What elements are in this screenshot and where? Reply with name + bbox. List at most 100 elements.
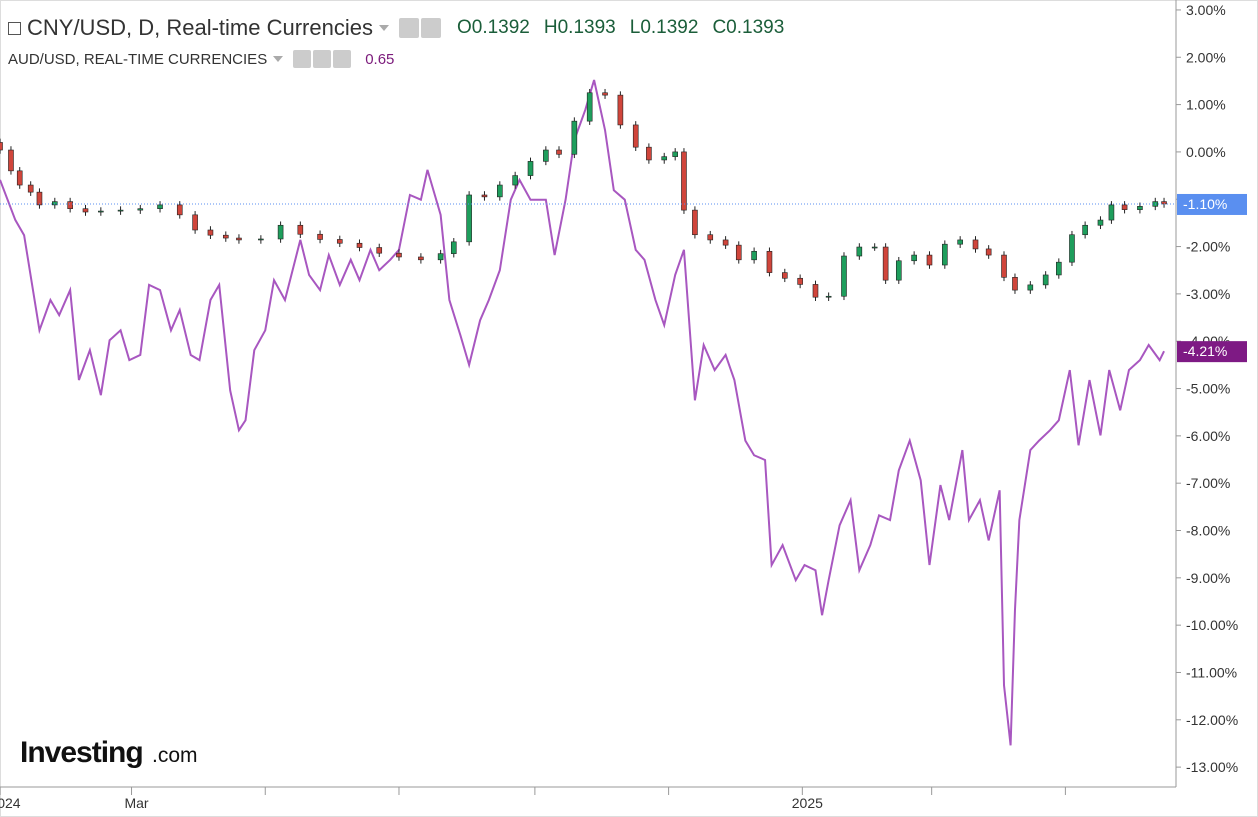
candle-body — [8, 149, 14, 172]
x-tick-label: Mar — [124, 795, 148, 811]
y-tick-label: 0.00% — [1186, 144, 1226, 160]
y-tick-label: -6.00% — [1186, 428, 1230, 444]
candle-body — [497, 184, 503, 198]
candle-body — [98, 210, 104, 213]
candle-body — [1108, 204, 1115, 221]
y-tick-label: -11.00% — [1186, 664, 1237, 680]
candle-body — [586, 92, 593, 122]
ohlc-letter: C — [712, 17, 727, 38]
candle-body — [207, 229, 214, 236]
candle-body — [418, 256, 424, 261]
visibility-icon[interactable] — [398, 18, 419, 38]
candle-body — [543, 149, 549, 162]
candle-body — [1097, 219, 1104, 226]
candle-body — [856, 246, 863, 257]
ohlc-value: 0.1393 — [726, 17, 785, 38]
candle-body — [481, 194, 488, 198]
ohlc-item: O0.1392 — [457, 17, 530, 39]
x-tick-label: 2024 — [0, 795, 21, 811]
candle-body — [1121, 204, 1128, 210]
candle-body — [882, 246, 889, 281]
last-price-label: -4.21% — [1183, 343, 1227, 359]
ohlc-letter: H — [543, 17, 558, 38]
candle-body — [258, 238, 264, 241]
candle-body — [556, 149, 562, 155]
candle-body — [632, 124, 639, 148]
candle-body — [0, 142, 3, 151]
watermark-suffix: .com — [152, 744, 198, 767]
settings-icon[interactable] — [420, 18, 441, 38]
candle-body — [926, 254, 933, 266]
candle-body — [437, 253, 444, 261]
candle-body — [751, 250, 757, 261]
candle-body — [1042, 274, 1049, 286]
series-name: AUD/USD, REAL-TIME CURRENCIES — [8, 50, 268, 68]
candle-body — [1082, 224, 1088, 236]
ohlc-item: H0.1393 — [544, 17, 616, 39]
dropdown[interactable] — [378, 25, 389, 31]
candle-body — [396, 252, 402, 258]
candle-body — [527, 161, 534, 176]
candle-body — [957, 239, 963, 245]
candle-body — [117, 209, 124, 212]
candle-body — [942, 243, 948, 266]
candle-body — [157, 204, 163, 209]
y-tick-label: 3.00% — [1186, 2, 1226, 18]
y-tick-label: -5.00% — [1186, 381, 1230, 397]
candle-body — [895, 260, 902, 281]
collapse-icon[interactable] — [8, 21, 21, 35]
candle-body — [972, 239, 979, 250]
dropdown[interactable] — [273, 56, 284, 62]
y-tick-label: -3.00% — [1186, 286, 1230, 302]
candle-body — [176, 204, 183, 216]
x-tick-label: 2025 — [792, 795, 823, 811]
settings-icon[interactable] — [313, 50, 332, 68]
ohlc-value: 0.1392 — [471, 17, 530, 38]
candle-body — [297, 224, 304, 235]
ohlc-letter: O — [456, 17, 472, 38]
series-price: 0.65 — [365, 50, 395, 68]
candle-body — [1012, 277, 1018, 291]
candle-body — [797, 277, 803, 285]
candle-body — [16, 170, 23, 186]
candle-body — [692, 209, 698, 236]
ohlc-item: C0.1393 — [712, 17, 784, 39]
plot-area — [0, 79, 1175, 746]
ohlc-value: 0.1392 — [640, 17, 699, 38]
candle-body — [661, 156, 668, 161]
compare-legend: AUD/USD, REAL-TIME CURRENCIES 0.65 — [8, 50, 394, 68]
candle-body — [27, 184, 34, 193]
candle-body — [672, 151, 678, 157]
y-tick-label: 2.00% — [1186, 49, 1226, 65]
main-legend: CNY/USD, D, Real-time Currencies O0.1392… — [8, 15, 784, 41]
ohlc-letter: L — [629, 17, 641, 38]
candle-body — [36, 191, 43, 206]
candle-body — [681, 151, 687, 211]
candle-body — [336, 239, 343, 244]
candle-body — [376, 247, 383, 254]
candle-body — [52, 201, 58, 206]
candle-body — [781, 272, 788, 279]
y-tick-label: 1.00% — [1186, 97, 1226, 113]
candle-body — [1137, 206, 1143, 210]
candle-body — [277, 224, 284, 240]
y-tick-label: -2.00% — [1186, 239, 1230, 255]
candle-body — [512, 175, 518, 186]
last-price-box — [1177, 193, 1247, 215]
candle-body — [841, 255, 847, 297]
remove-icon[interactable] — [333, 50, 352, 68]
candle-body — [222, 234, 229, 239]
candle-body — [707, 234, 714, 241]
series-name: CNY/USD, D, Real-time Currencies — [27, 15, 373, 40]
candle-body — [825, 295, 832, 298]
candle-body — [602, 92, 608, 96]
visibility-icon[interactable] — [293, 50, 312, 68]
candle-body — [192, 214, 198, 231]
candle-body — [466, 194, 472, 243]
candle-body — [571, 120, 578, 155]
candle-body — [1069, 234, 1075, 263]
candle-body — [137, 208, 144, 211]
